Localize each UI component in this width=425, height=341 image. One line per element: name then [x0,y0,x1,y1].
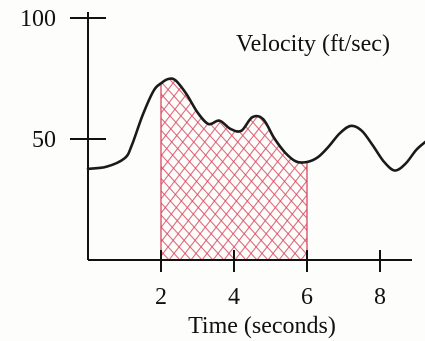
hatch-line [161,78,192,261]
x-tick-label: 8 [374,284,386,310]
hatch-line [0,60,15,260]
hatch-line [161,78,181,261]
hatch-line [256,78,307,261]
hatch-line [0,60,26,260]
y-axis-ticks: 50 100 [20,6,106,153]
velocity-curve [86,77,425,172]
hatch-line [161,78,170,261]
hatch-line [0,60,114,260]
hatch-line [378,60,425,260]
hatch-line [4,60,158,260]
hatch-line [0,60,59,260]
hatch-line [0,60,136,260]
y-axis-label: Velocity (ft/sec) [236,31,390,57]
hatch-line [0,60,70,260]
x-axis-label: Time (seconds) [188,313,336,339]
shaded-area-edges [160,83,308,260]
hatch-line [0,60,136,260]
hatch-line [161,78,307,261]
x-tick-label: 4 [228,284,240,310]
x-tick-label: 6 [301,284,313,310]
hatch-line [161,78,247,261]
y-tick-label: 100 [20,6,56,32]
hatch-line [267,78,307,261]
hatch-line [0,60,15,260]
hatch-line [161,78,280,261]
hatch-line [223,78,307,261]
hatch-line [161,78,214,261]
hatch-line [0,60,37,260]
y-tick-label: 50 [32,127,56,153]
hatch-line [161,78,269,261]
hatch-line [278,78,307,261]
hatch-line [234,78,307,261]
hatch-line [161,78,258,261]
hatch-line [190,78,307,261]
hatch-line [0,60,81,260]
hatch-line [0,60,59,260]
hatch-line [245,78,307,261]
hatch-line [0,60,92,260]
hatch-line [0,60,70,260]
hatch-line [367,60,425,260]
hatch-line [0,60,147,260]
hatch-line [0,60,81,260]
hatch-line [0,60,114,260]
hatch-line [0,60,92,260]
hatch-line [212,78,307,261]
hatch-line [300,78,307,261]
hatch-line [161,78,269,261]
hatch-line [250,78,307,261]
x-axis-ticks: 2 4 6 8 [155,250,386,310]
hatch-line [345,60,425,260]
hatch-line [161,78,236,261]
hatch-line [161,78,203,261]
hatch-line [161,78,302,261]
hatch-line [161,78,291,261]
hatch-line [161,78,192,261]
hatch-line [0,60,125,260]
hatch-line [0,60,158,260]
hatch-line [161,78,236,261]
hatch-line [161,78,225,261]
hatch-line [201,78,307,261]
hatch-line [356,60,425,260]
hatch-line [161,78,307,261]
hatch-line [334,60,425,260]
x-tick-label: 2 [155,284,167,310]
hatch-line [161,78,214,261]
hatch-line [389,60,425,260]
hatch-line [161,78,170,261]
hatch-line [0,60,125,260]
hatch-line [179,78,307,261]
hatch-line [161,78,280,261]
hatch-line [411,60,425,260]
hatch-line [168,78,307,261]
hatch-line [0,60,26,260]
hatch-line [0,60,4,260]
hatch-line [161,78,225,261]
hatch-line [161,78,307,261]
hatch-line [0,60,37,260]
hatch-line [161,78,203,261]
hatch-line [0,60,147,260]
hatch-line [161,78,302,261]
hatch-line [161,78,307,261]
shaded-area [0,60,425,261]
hatch-line [0,60,48,260]
hatch-line [400,60,425,260]
hatch-line [161,78,291,261]
hatch-line [0,60,48,260]
